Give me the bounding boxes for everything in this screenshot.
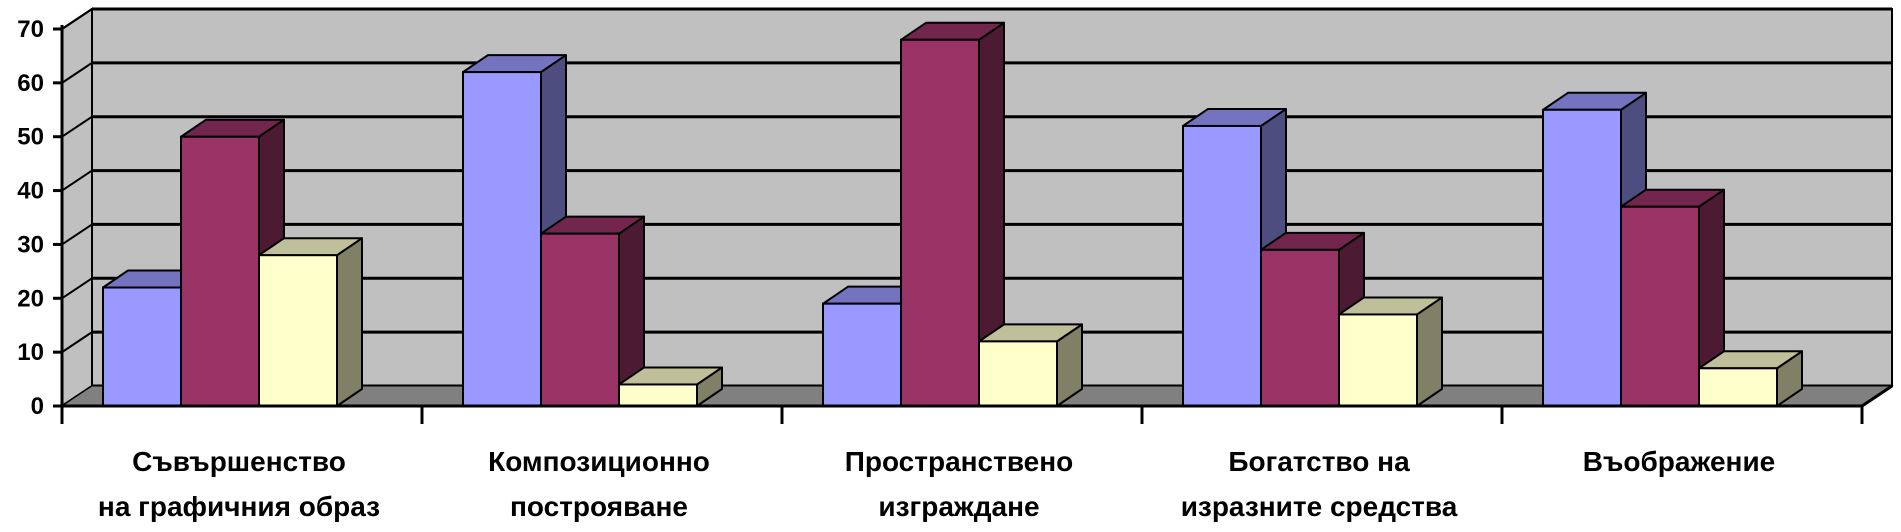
y-tick-label: 40	[17, 178, 44, 205]
bar	[900, 21, 1005, 408]
y-tick-labels: 0 10 20 30 40 50 60 70	[17, 16, 44, 420]
bar	[1620, 188, 1725, 407]
bar-front	[180, 135, 260, 407]
bar-side	[336, 237, 363, 407]
bar	[1542, 91, 1647, 408]
bar-front	[540, 232, 620, 407]
gridline-side	[61, 277, 93, 300]
bar-front	[258, 254, 338, 407]
x-category-label: Пространствено изграждане	[845, 446, 1074, 522]
x-category-label-line: построяване	[510, 491, 688, 522]
bar	[1260, 231, 1365, 407]
x-category-labels: Съвършенство на графичния образ Композицио…	[98, 446, 1775, 522]
x-category-label-line: Съвършенство	[132, 446, 346, 477]
bar-side	[1416, 296, 1443, 407]
bar-front	[1182, 124, 1262, 407]
bar	[1182, 107, 1287, 407]
y-tick-label: 0	[31, 393, 44, 420]
side-wall-panel	[61, 7, 93, 408]
x-category-label-line: Пространствено	[845, 446, 1074, 477]
x-category-label-line: изграждане	[878, 491, 1039, 522]
bar	[1338, 296, 1443, 408]
bar-front	[978, 340, 1058, 407]
x-category-label-line: на графичния образ	[98, 491, 380, 522]
bar-front	[900, 38, 980, 408]
bar	[1698, 350, 1803, 407]
x-category-label: Богатство на изразните средства	[1181, 446, 1458, 522]
bar	[618, 366, 723, 408]
axes	[53, 25, 1893, 424]
bar-front	[1338, 313, 1418, 408]
x-category-label: Композиционно построяване	[488, 446, 710, 522]
bar-front	[1542, 108, 1622, 408]
x-category-label-line: изразните средства	[1181, 491, 1458, 522]
bar-front	[822, 302, 902, 407]
x-category-label: Съвършенство на графичния образ	[98, 446, 380, 522]
y-tick-label: 50	[17, 124, 44, 151]
bar-front	[618, 383, 698, 408]
bar	[258, 237, 363, 407]
gridline-side	[61, 169, 93, 192]
bar	[462, 54, 567, 407]
bar-front	[1698, 367, 1778, 407]
gridline-side	[61, 8, 93, 30]
x-category-label-line: Композиционно	[488, 446, 710, 477]
bar-front	[102, 286, 182, 407]
x-category-label: Въображение	[1583, 446, 1775, 477]
gridline-side	[61, 223, 93, 246]
x-category-label-line: Въображение	[1583, 446, 1775, 477]
bar-front	[1620, 205, 1700, 407]
bar-front	[462, 71, 542, 407]
gridline-side	[61, 62, 93, 84]
bar-front	[1260, 248, 1340, 407]
bar	[978, 323, 1083, 407]
y-tick-label: 70	[17, 16, 44, 43]
gridline-side	[61, 331, 93, 353]
y-tick-label: 20	[17, 285, 44, 312]
y-tick-label: 60	[17, 70, 44, 97]
y-tick-label: 10	[17, 339, 44, 366]
y-tick-label: 30	[17, 231, 44, 258]
x-axis-depth-line	[1861, 384, 1893, 408]
x-category-label-line: Богатство на	[1228, 446, 1410, 477]
gridline-side	[61, 115, 93, 138]
bar	[540, 215, 645, 407]
